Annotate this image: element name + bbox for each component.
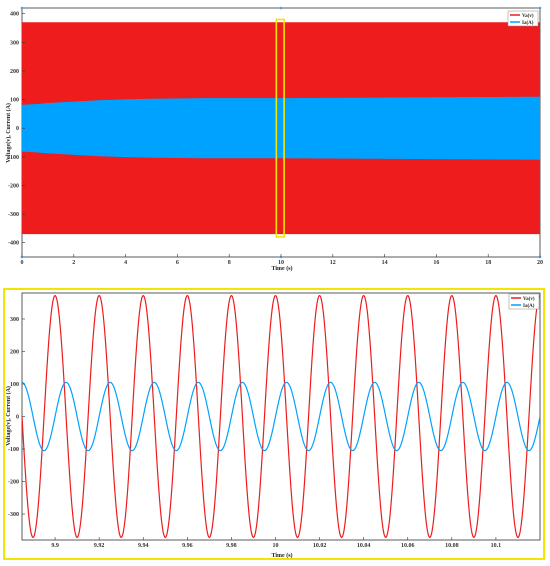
overview-legend: Va(v) Ia(A) xyxy=(507,10,539,27)
y-tick-label: 0 xyxy=(16,126,19,132)
current-envelope xyxy=(22,96,540,160)
y-tick-label: -200 xyxy=(8,183,19,189)
overview-chart: 0 2 4 6 8 10 12 14 16 18 20 400 300 200 100 0 -100 -200 -3… xyxy=(5,6,543,272)
zoomed-axes: 9.9 9.92 9.94 9.96 9.98 10 10.02 10.04 10.06 10.0… xyxy=(8,317,501,549)
y-tick-label: 0 xyxy=(16,415,19,421)
x-tick-label: 10 xyxy=(278,260,284,266)
y-tick-label: -300 xyxy=(8,512,19,518)
y-tick-label: -200 xyxy=(8,480,19,486)
highlight-window xyxy=(275,18,285,238)
overview-legend-label-voltage: Va(v) xyxy=(522,14,534,19)
x-tick-label: 2 xyxy=(72,260,75,266)
y-tick-label: -300 xyxy=(8,212,19,218)
overview-y-axis-label: Voltage(v), Current (A) xyxy=(5,103,12,163)
overview-x-axis-label: Time (s) xyxy=(271,265,292,272)
x-tick-label: 10.06 xyxy=(401,543,415,549)
x-tick-label: 0 xyxy=(21,260,24,266)
x-tick-label: 9.96 xyxy=(182,543,193,549)
y-tick-label: -100 xyxy=(8,447,19,453)
y-tick-label: 200 xyxy=(10,350,19,356)
current-line xyxy=(22,381,540,452)
y-tick-label: 100 xyxy=(10,382,19,388)
x-tick-label: 14 xyxy=(382,260,388,266)
zoomed-legend-label-voltage: Va(v) xyxy=(523,297,535,302)
x-tick-label: 10.1 xyxy=(491,543,502,549)
overview-axes: 0 2 4 6 8 10 12 14 16 18 20 400 300 200 100 0 -100 -200 -3… xyxy=(8,12,543,266)
zoomed-x-axis-label: Time (s) xyxy=(271,552,292,559)
zoomed-legend: Va(v) Ia(A) xyxy=(508,293,540,310)
zoomed-chart: 9.9 9.92 9.94 9.96 9.98 10 10.02 10.04 10.06 10.0… xyxy=(5,292,541,559)
y-tick-label: -100 xyxy=(8,155,19,161)
x-tick-label: 10.08 xyxy=(445,543,459,549)
y-tick-label: 400 xyxy=(10,12,19,18)
overview-marks xyxy=(20,6,542,259)
x-tick-label: 12 xyxy=(330,260,336,266)
x-tick-label: 4 xyxy=(124,260,127,266)
zoom-frame xyxy=(3,288,545,560)
overview-legend-label-current: Ia(A) xyxy=(522,21,534,26)
y-tick-label: -400 xyxy=(8,241,19,247)
axis-marker-dot xyxy=(538,6,542,10)
zoomed-marks xyxy=(22,294,540,539)
y-tick-label: 300 xyxy=(10,317,19,323)
zoomed-y-axis-label: Voltage(v), Current (A) xyxy=(5,386,12,446)
x-tick-label: 16 xyxy=(433,260,439,266)
y-tick-label: 300 xyxy=(10,40,19,46)
x-tick-label: 10 xyxy=(272,543,278,549)
x-tick-label: 9.9 xyxy=(51,543,59,549)
y-tick-label: 100 xyxy=(10,98,19,104)
x-tick-label: 20 xyxy=(537,260,543,266)
y-tick-label: 200 xyxy=(10,69,19,75)
x-tick-label: 18 xyxy=(485,260,491,266)
x-tick-label: 10.02 xyxy=(313,543,327,549)
x-tick-label: 8 xyxy=(228,260,231,266)
axis-marker-dot xyxy=(279,6,283,10)
zoomed-legend-label-current: Ia(A) xyxy=(523,304,535,309)
x-tick-label: 9.98 xyxy=(226,543,237,549)
x-tick-label: 10.04 xyxy=(357,543,371,549)
axis-marker-dot xyxy=(20,6,24,10)
voltage-line xyxy=(22,294,540,539)
x-tick-label: 6 xyxy=(176,260,179,266)
x-tick-label: 9.92 xyxy=(94,543,105,549)
x-tick-label: 9.94 xyxy=(138,543,149,549)
